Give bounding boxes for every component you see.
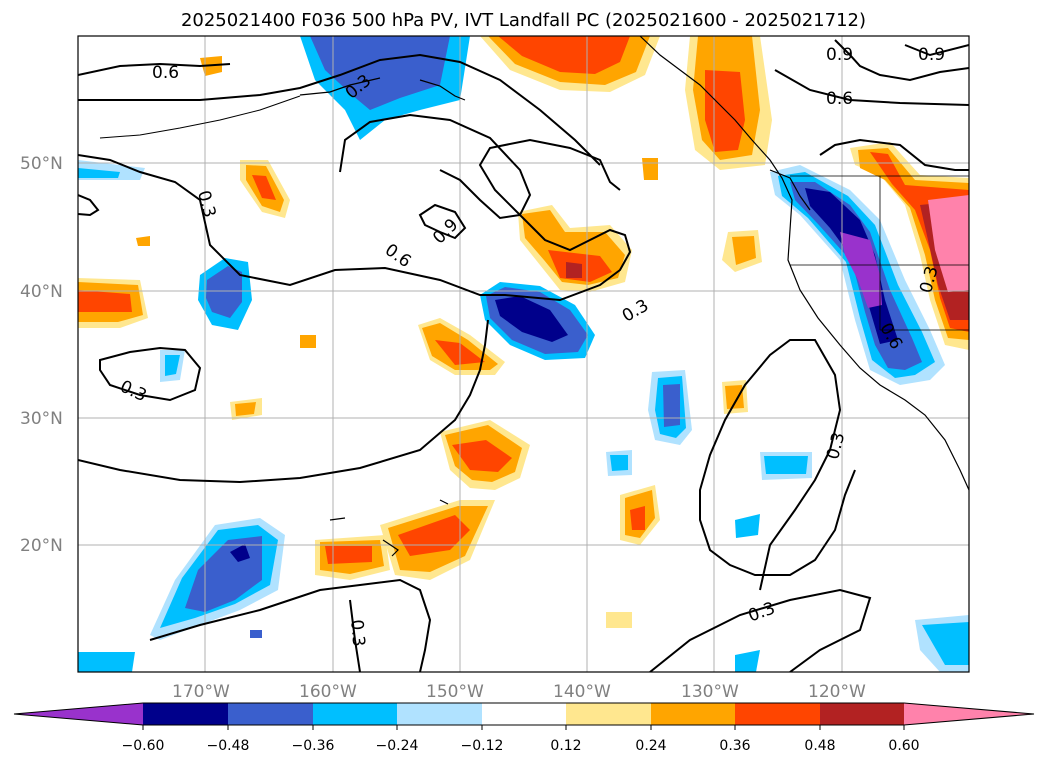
colorbar-segment bbox=[313, 703, 397, 725]
colorbar-tick: −0.12 bbox=[461, 738, 504, 754]
lat-label-40n: 40°N bbox=[20, 282, 63, 302]
lat-label-20n: 20°N bbox=[20, 536, 63, 556]
colorbar: −0.60 −0.48 −0.36 −0.24 −0.12 0.12 0.24 … bbox=[13, 702, 1035, 754]
colorbar-segment bbox=[820, 703, 904, 725]
colorbar-tick: 0.60 bbox=[888, 738, 919, 754]
colorbar-tick: 0.48 bbox=[804, 738, 835, 754]
lat-label-50n: 50°N bbox=[20, 154, 63, 174]
colorbar-segment bbox=[228, 703, 313, 725]
coastlines bbox=[99, 36, 969, 557]
colorbar-tick: −0.24 bbox=[376, 738, 419, 754]
contour-label: 0.9 bbox=[826, 45, 853, 65]
lon-label-140w: 140°W bbox=[553, 682, 611, 702]
colorbar-tick: 0.36 bbox=[719, 738, 750, 754]
lon-label-170w: 170°W bbox=[172, 682, 230, 702]
contour-label: 0.3 bbox=[746, 598, 778, 626]
contour-label: 0.6 bbox=[826, 89, 853, 109]
lat-label-30n: 30°N bbox=[20, 409, 63, 429]
pv-contours bbox=[78, 39, 969, 672]
lon-label-130w: 130°W bbox=[681, 682, 739, 702]
colorbar-segment bbox=[143, 703, 228, 725]
longitude-labels: 170°W 160°W 150°W 140°W 130°W 120°W bbox=[172, 682, 866, 702]
colorbar-tick: −0.48 bbox=[207, 738, 250, 754]
contour-label: 0.9 bbox=[918, 45, 945, 65]
colorbar-tick: −0.60 bbox=[122, 738, 165, 754]
shaded-field bbox=[78, 36, 969, 672]
contour-label: 0.3 bbox=[117, 377, 150, 407]
lon-label-160w: 160°W bbox=[299, 682, 357, 702]
colorbar-tick: 0.24 bbox=[635, 738, 666, 754]
map-title: 2025021400 F036 500 hPa PV, IVT Landfall… bbox=[180, 10, 867, 31]
lon-label-120w: 120°W bbox=[808, 682, 866, 702]
colorbar-segment bbox=[482, 703, 566, 725]
colorbar-segment bbox=[566, 703, 651, 725]
colorbar-tick: −0.36 bbox=[292, 738, 335, 754]
colorbar-extend-max bbox=[904, 703, 1034, 725]
contour-label: 0.3 bbox=[619, 296, 652, 327]
colorbar-extend-min bbox=[14, 703, 143, 725]
graticule bbox=[78, 36, 969, 672]
colorbar-segment bbox=[397, 703, 482, 725]
colorbar-segment bbox=[735, 703, 820, 725]
latitude-labels: 50°N 40°N 30°N 20°N bbox=[20, 154, 63, 556]
contour-label: 0.3 bbox=[823, 430, 849, 461]
lon-label-150w: 150°W bbox=[426, 682, 484, 702]
contour-label: 0.6 bbox=[152, 63, 179, 83]
colorbar-tick: 0.12 bbox=[550, 738, 581, 754]
contour-label: 0.3 bbox=[346, 619, 368, 648]
contour-label: 0.3 bbox=[193, 188, 219, 219]
contour-label: 0.9 bbox=[429, 215, 462, 248]
colorbar-segment bbox=[651, 703, 735, 725]
map-frame bbox=[77, 35, 970, 673]
